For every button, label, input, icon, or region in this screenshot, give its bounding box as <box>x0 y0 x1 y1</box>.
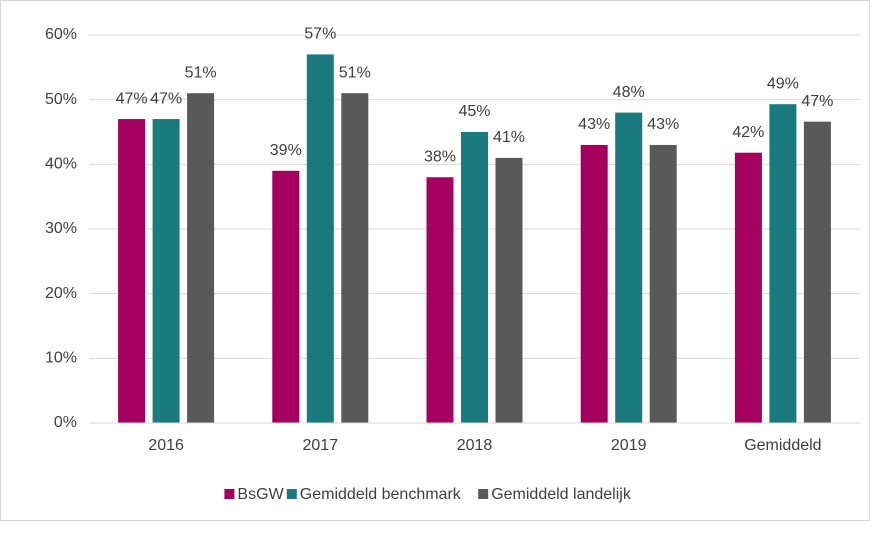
x-tick-label: Gemiddeld <box>744 437 821 454</box>
value-label: 48% <box>613 84 645 101</box>
value-label: 45% <box>458 103 490 120</box>
bar <box>580 144 608 423</box>
bar <box>187 93 215 423</box>
bar <box>769 104 797 424</box>
value-label: 57% <box>304 26 336 43</box>
value-label: 47% <box>801 93 833 110</box>
value-label: 39% <box>270 142 302 159</box>
value-label: 43% <box>647 116 679 133</box>
y-tick-label: 0% <box>54 414 77 431</box>
bar <box>118 119 146 424</box>
value-label: 42% <box>732 124 764 141</box>
bar <box>495 157 523 423</box>
x-tick-label: 2019 <box>611 437 647 454</box>
legend-swatch <box>286 489 297 499</box>
bar <box>615 112 643 423</box>
legend-label: Gemiddeld benchmark <box>300 486 462 503</box>
value-label: 51% <box>185 64 217 81</box>
value-label: 43% <box>578 116 610 133</box>
y-tick-label: 50% <box>45 91 77 108</box>
bar <box>803 121 831 424</box>
value-label: 38% <box>424 148 456 165</box>
y-tick-label: 20% <box>45 285 77 302</box>
y-tick-label: 10% <box>45 350 77 367</box>
bar <box>461 132 488 423</box>
value-label: 49% <box>767 75 799 92</box>
y-tick-label: 40% <box>45 156 77 173</box>
legend-label: BsGW <box>237 486 284 503</box>
bar <box>734 152 762 423</box>
bar <box>649 144 677 423</box>
value-label: 47% <box>150 90 182 107</box>
bar <box>306 54 334 424</box>
x-tick-label: 2016 <box>148 437 184 454</box>
x-tick-label: 2017 <box>303 437 339 454</box>
bar <box>341 93 369 423</box>
legend-label: Gemiddeld landelijk <box>491 486 632 503</box>
legend-swatch <box>478 489 489 499</box>
bar <box>152 119 180 424</box>
x-tick-label: 2018 <box>457 437 493 454</box>
y-tick-label: 60% <box>45 26 77 43</box>
y-tick-label: 30% <box>45 220 77 237</box>
bar <box>272 170 300 423</box>
bar <box>426 177 454 423</box>
value-label: 51% <box>339 64 371 81</box>
value-label: 47% <box>116 90 148 107</box>
legend-swatch <box>224 489 235 499</box>
value-label: 41% <box>493 129 525 146</box>
